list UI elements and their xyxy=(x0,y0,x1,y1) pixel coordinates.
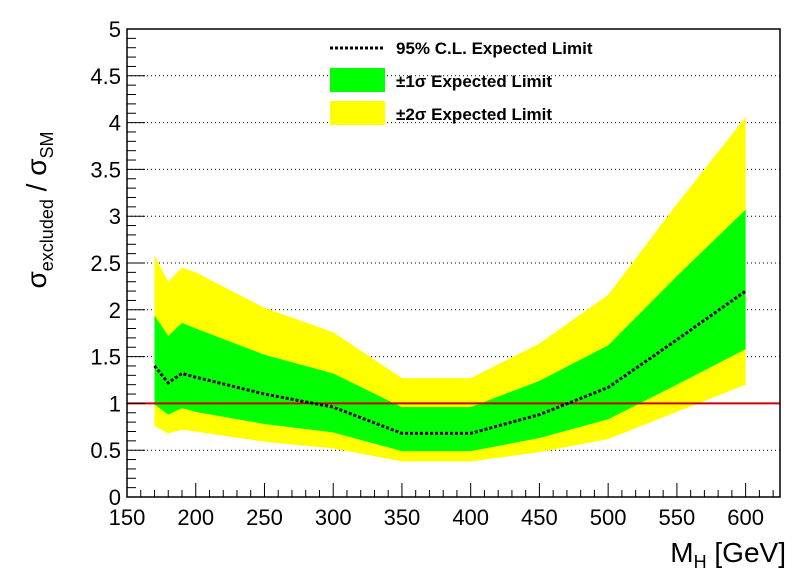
y-tick-label: 2.5 xyxy=(90,251,121,276)
y-tick-label: 3.5 xyxy=(90,157,121,182)
x-tick-label: 500 xyxy=(590,505,627,530)
legend-label-1sigma: ±1σ Expected Limit xyxy=(396,72,552,91)
x-axis-title-main: M xyxy=(670,537,693,568)
y-tick-label: 0 xyxy=(109,485,121,510)
y-tick-label: 5 xyxy=(109,17,121,42)
y-axis-title-sub2: SM xyxy=(37,132,57,159)
legend-label-2sigma: ±2σ Expected Limit xyxy=(396,105,552,124)
expected-limit-line xyxy=(153,289,747,435)
x-tick-label: 550 xyxy=(659,505,696,530)
bands xyxy=(154,116,746,462)
x-tick-label: 400 xyxy=(452,505,489,530)
x-axis-title-unit: [GeV] xyxy=(707,537,786,568)
x-tick-label: 450 xyxy=(521,505,558,530)
y-tick-label: 4 xyxy=(109,111,121,136)
x-tick-label: 150 xyxy=(109,505,146,530)
y-axis-title-sep: / xyxy=(21,176,52,199)
x-tick-label: 300 xyxy=(315,505,352,530)
x-tick-label: 600 xyxy=(727,505,764,530)
y-tick-label: 0.5 xyxy=(90,438,121,463)
x-tick-label: 200 xyxy=(177,505,214,530)
y-tick-label: 4.5 xyxy=(90,64,121,89)
y-tick-label: 3 xyxy=(109,204,121,229)
y-tick-label: 1.5 xyxy=(90,345,121,370)
tick-labels: 0 0.5 1 1.5 2 2.5 3 3.5 4 4.5 5 150 200 250 300 350 400 4… xyxy=(90,17,764,530)
legend: 95% C.L. Expected Limit ±1σ Expected Lim… xyxy=(330,39,593,125)
lines xyxy=(127,289,780,435)
y-tick-label: 2 xyxy=(109,298,121,323)
legend-key-2sigma xyxy=(330,101,385,125)
x-axis-title-sub: H xyxy=(694,552,707,572)
legend-key-1sigma xyxy=(330,68,385,92)
y-axis-title-sym1: σ xyxy=(21,271,52,288)
y-axis-title-sub1: excluded xyxy=(37,199,57,271)
y-axis-title: σexcluded / σSM xyxy=(21,132,57,289)
y-tick-label: 1 xyxy=(109,391,121,416)
x-tick-label: 250 xyxy=(246,505,283,530)
y-axis-title-sym2: σ xyxy=(21,159,52,176)
x-axis-title: MH [GeV] xyxy=(670,537,786,572)
axis-ticks xyxy=(126,28,774,498)
x-tick-label: 350 xyxy=(384,505,421,530)
legend-label-limit: 95% C.L. Expected Limit xyxy=(396,39,593,58)
